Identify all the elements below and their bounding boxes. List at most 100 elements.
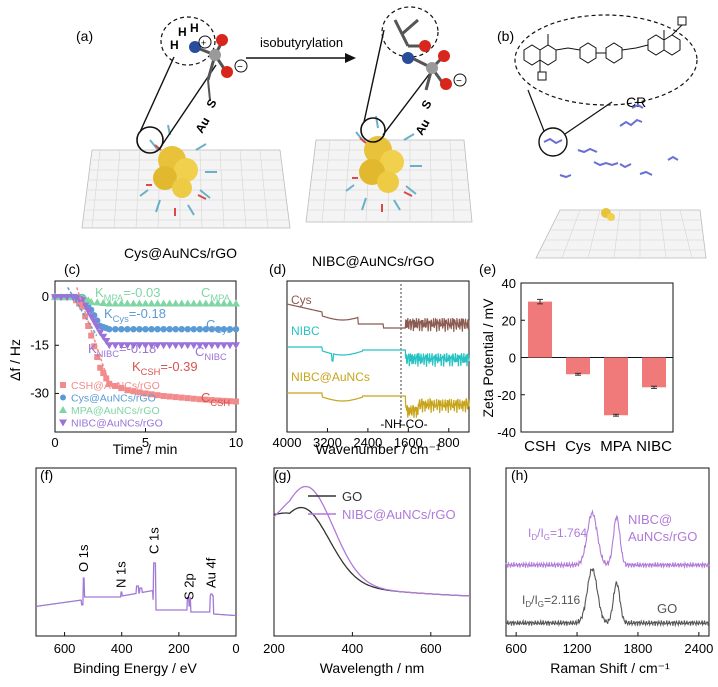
point-mpa [207, 299, 216, 307]
point-nibc [171, 342, 180, 350]
point-mpa [201, 299, 210, 307]
charge-plus: + [201, 38, 206, 48]
plot-frame-f [35, 467, 237, 637]
panel-label-b: (b) [497, 28, 514, 44]
x-tick-label-d: 3200 [313, 435, 342, 450]
x-tick-label-f: 0 [232, 641, 239, 656]
ftir-curve-nibc [287, 346, 470, 367]
xps-spectrum [35, 562, 236, 617]
y-tick-label-e: 20 [502, 313, 516, 328]
x-tick-label-f: 400 [111, 641, 133, 656]
panel-h: (h) Raman Shift / cm⁻¹ 600 1200 1800 2400 I… [505, 467, 713, 676]
hydrogen-label: H [178, 25, 187, 39]
point-csh [172, 394, 179, 401]
point-nibc [219, 342, 228, 350]
panel-label-d: (d) [269, 261, 286, 277]
x-tick-label-g: 400 [342, 641, 364, 656]
point-mpa [195, 299, 204, 307]
point-cys [106, 325, 113, 333]
point-nibc [183, 342, 192, 350]
point-mpa [213, 299, 222, 307]
point-cys [178, 325, 185, 333]
point-csh [85, 322, 92, 329]
point-mpa [87, 297, 96, 305]
congo-red-structure [523, 16, 687, 81]
point-mpa [219, 299, 228, 307]
fit-line-cys [67, 287, 98, 337]
point-nibc [105, 342, 114, 350]
x-tick-label-c: 0 [51, 435, 58, 450]
panel-label-h: (h) [511, 467, 528, 483]
point-mpa [141, 299, 150, 307]
series-h [505, 509, 710, 628]
point-csh [184, 395, 191, 402]
legend-marker [60, 394, 66, 401]
point-cys [154, 325, 161, 333]
point-csh [142, 390, 149, 397]
point-nibc [87, 313, 96, 321]
panel-label-g: (g) [274, 467, 291, 483]
point-mpa [135, 299, 144, 307]
point-csh [160, 393, 167, 400]
category-label-csh: CSH [524, 438, 556, 455]
point-nibc [177, 342, 186, 350]
fit-line-nibc [81, 299, 110, 346]
xlabel-g: Wavelength / nm [320, 660, 425, 676]
point-nibc [123, 342, 132, 350]
point-mpa [147, 299, 156, 307]
x-tick-label-c: 5 [142, 435, 149, 450]
point-nibc [51, 294, 59, 302]
point-csh [148, 391, 155, 398]
point-csh [112, 382, 119, 389]
raman-go [505, 567, 710, 628]
labels-h: ID/IG=1.764 ID/IG=2.116 NIBC@ AuNCs/rGO GO [522, 512, 697, 616]
point-cys [202, 325, 210, 333]
panel-c: (c) Δf / Hz Time / min 0 5 10 0 -15 -30 KMPA=… [7, 261, 243, 457]
ftir-curve-cys [286, 303, 470, 332]
point-csh [190, 395, 197, 402]
point-cys [160, 325, 167, 333]
point-csh [166, 393, 173, 400]
ticks-f: 600 400 200 0 [54, 632, 240, 656]
point-cys [214, 325, 222, 333]
id-ig-ratio-0: ID/IG=1.764 [528, 526, 587, 542]
legend-label: NIBC@AuNCs/rGO [71, 418, 163, 430]
series-c [51, 293, 240, 405]
point-mpa [159, 299, 168, 307]
gold-cluster-left [139, 124, 217, 216]
x-tick-label-f: 200 [168, 641, 190, 656]
point-csh [154, 392, 161, 399]
point-mpa [111, 299, 120, 307]
charge-minus: − [456, 76, 462, 87]
point-cys [118, 325, 125, 333]
point-cys [142, 325, 149, 333]
point-mpa [105, 299, 114, 307]
legend-marker [60, 382, 66, 388]
annotations-c: KMPA=-0.03 KCys=-0.18 KNIBC=-0.18KCSH=-0.3… [67, 285, 232, 408]
point-cys [130, 325, 137, 333]
point-nibc [189, 342, 198, 350]
point-nibc [165, 342, 174, 350]
ftir-label-nibcauncs: NIBC@AuNCs [291, 370, 370, 384]
k-annotation-cys: KCys=-0.18 [104, 306, 166, 324]
peak-label-s2p: S 2p [181, 573, 196, 600]
k-annotation-nibc: KNIBC=-0.18 [88, 341, 156, 359]
gold-label: Au [192, 115, 212, 136]
label-nibc-line2: AuNCs/rGO [628, 529, 697, 544]
point-nibc [99, 333, 108, 341]
nitrogen-atom [189, 41, 201, 53]
point-csh [91, 343, 98, 350]
point-mpa [225, 299, 234, 307]
series-g [273, 485, 470, 597]
point-nibc [135, 342, 144, 350]
peak-label-o1s: O 1s [76, 544, 91, 572]
bar-csh [528, 301, 552, 358]
point-nibc [63, 294, 72, 302]
point-nibc [96, 329, 105, 337]
point-cys [148, 325, 155, 333]
point-cys [220, 325, 228, 333]
ylabel-c: Δf / Hz [7, 339, 23, 381]
category-label-mpa: MPA [600, 438, 631, 455]
cr-zoom-circle [538, 127, 568, 157]
point-csh [208, 397, 215, 404]
